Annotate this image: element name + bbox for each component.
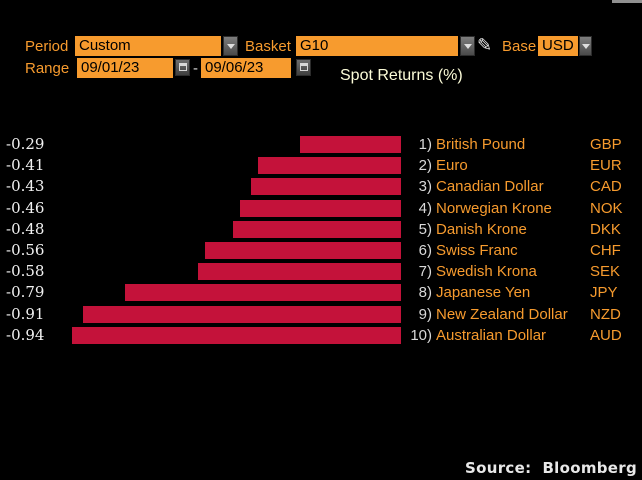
currency-code: DKK <box>590 220 621 238</box>
spot-returns-chart: -0.29 1) British Pound GBP -0.41 2) Euro EUR -0.… <box>0 134 642 346</box>
return-bar <box>124 284 401 302</box>
return-bar <box>240 199 401 217</box>
calendar-icon <box>299 63 308 71</box>
currency-name: New Zealand Dollar <box>436 305 568 323</box>
chart-row: -0.94 10) Australian Dollar AUD <box>0 325 642 346</box>
bar-value-label: -0.43 <box>6 177 45 196</box>
window-edge-strip <box>612 0 642 3</box>
currency-name: Swiss Franc <box>436 241 518 259</box>
currency-name: British Pound <box>436 136 526 153</box>
range-end-calendar-button[interactable] <box>296 59 311 76</box>
range-start-calendar-button[interactable] <box>175 59 190 76</box>
chart-row: -0.29 1) British Pound GBP <box>0 134 642 155</box>
edit-pencil-icon[interactable]: ✎ <box>477 35 493 55</box>
base-select[interactable]: USD <box>538 36 578 56</box>
currency-code: GBP <box>590 136 622 153</box>
source-attribution: Source: Bloomberg <box>465 459 637 477</box>
bar-value-label: -0.41 <box>6 156 45 175</box>
currency-code: AUD <box>590 326 622 344</box>
chart-title: Spot Returns (%) <box>340 67 463 84</box>
chevron-down-icon <box>581 43 590 49</box>
basket-label: Basket <box>245 38 291 55</box>
return-bar <box>82 305 401 323</box>
row-rank: 5) <box>418 220 432 238</box>
currency-code: SEK <box>590 263 621 281</box>
currency-code: CAD <box>590 178 622 196</box>
calendar-icon <box>178 63 187 71</box>
return-bar <box>257 157 401 175</box>
chart-row: -0.56 6) Swiss Franc CHF <box>0 240 642 261</box>
bar-value-label: -0.91 <box>6 304 45 323</box>
chart-row: -0.43 3) Canadian Dollar CAD <box>0 176 642 197</box>
row-rank: 6) <box>418 241 432 259</box>
bar-value-label: -0.79 <box>6 283 45 302</box>
bar-value-label: -0.94 <box>6 325 45 344</box>
range-separator: - <box>193 60 198 77</box>
basket-select[interactable]: G10 <box>296 36 458 56</box>
chevron-down-icon <box>463 43 472 49</box>
currency-name: Canadian Dollar <box>436 178 544 196</box>
bar-value-label: -0.58 <box>6 262 45 281</box>
chevron-down-icon <box>226 43 235 49</box>
currency-name: Japanese Yen <box>436 284 531 302</box>
chart-row: -0.46 4) Norwegian Krone NOK <box>0 198 642 219</box>
chart-row: -0.79 8) Japanese Yen JPY <box>0 282 642 303</box>
currency-code: EUR <box>590 157 622 175</box>
row-rank: 1) <box>418 136 432 153</box>
chart-row: -0.48 5) Danish Krone DKK <box>0 219 642 240</box>
currency-name: Australian Dollar <box>436 326 547 344</box>
row-rank: 10) <box>410 326 432 344</box>
row-rank: 8) <box>418 284 432 302</box>
return-bar <box>205 241 401 259</box>
row-rank: 7) <box>418 263 432 281</box>
base-label: Base <box>502 38 537 55</box>
return-bar <box>299 136 401 153</box>
currency-code: NZD <box>590 305 621 323</box>
return-bar <box>250 178 401 196</box>
currency-name: Danish Krone <box>436 220 527 238</box>
return-bar <box>233 220 401 238</box>
currency-name: Swedish Krona <box>436 263 537 281</box>
row-rank: 2) <box>418 157 432 175</box>
return-bar <box>198 263 401 281</box>
currency-code: JPY <box>590 284 618 302</box>
currency-name: Euro <box>436 157 468 175</box>
bar-value-label: -0.48 <box>6 219 45 238</box>
bar-value-label: -0.56 <box>6 240 45 259</box>
range-end-input[interactable]: 09/06/23 <box>201 58 291 78</box>
chart-row: -0.58 7) Swedish Krona SEK <box>0 261 642 282</box>
chart-row: -0.41 2) Euro EUR <box>0 155 642 176</box>
range-start-input[interactable]: 09/01/23 <box>77 58 173 78</box>
currency-code: CHF <box>590 241 621 259</box>
period-label: Period <box>25 38 69 55</box>
currency-code: NOK <box>590 199 623 217</box>
basket-dropdown-button[interactable] <box>460 36 475 56</box>
row-rank: 9) <box>418 305 432 323</box>
currency-name: Norwegian Krone <box>436 199 552 217</box>
row-rank: 3) <box>418 178 432 196</box>
period-dropdown-button[interactable] <box>223 36 238 56</box>
chart-row: -0.91 9) New Zealand Dollar NZD <box>0 304 642 325</box>
bar-value-label: -0.46 <box>6 198 45 217</box>
row-rank: 4) <box>418 199 432 217</box>
bar-value-label: -0.29 <box>6 135 45 153</box>
return-bar <box>72 326 401 344</box>
range-label: Range <box>25 60 70 77</box>
base-dropdown-button[interactable] <box>579 36 592 56</box>
period-select[interactable]: Custom <box>75 36 221 56</box>
